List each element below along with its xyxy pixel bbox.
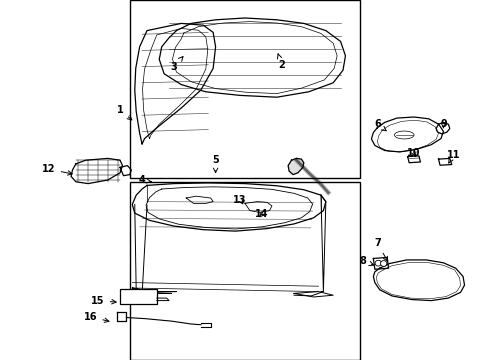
Text: 2: 2: [277, 54, 285, 70]
Ellipse shape: [381, 261, 387, 266]
Ellipse shape: [375, 260, 381, 266]
Text: 14: 14: [255, 209, 269, 219]
Text: 12: 12: [42, 164, 72, 175]
Text: 7: 7: [374, 238, 388, 261]
Text: 5: 5: [212, 155, 219, 172]
Polygon shape: [288, 158, 304, 175]
Text: 3: 3: [171, 57, 183, 72]
Text: 13: 13: [233, 195, 247, 205]
Text: 10: 10: [407, 148, 421, 158]
Bar: [130, 0, 360, 178]
Text: 6: 6: [374, 119, 386, 131]
Text: 16: 16: [84, 312, 109, 323]
Text: 11: 11: [446, 150, 460, 163]
Bar: [120, 289, 157, 304]
Ellipse shape: [394, 131, 414, 139]
Text: 1: 1: [117, 105, 132, 120]
Text: 8: 8: [359, 256, 374, 266]
Bar: [130, 182, 360, 360]
Text: 9: 9: [440, 119, 447, 129]
Text: 4: 4: [139, 175, 151, 185]
Text: 15: 15: [91, 296, 116, 306]
